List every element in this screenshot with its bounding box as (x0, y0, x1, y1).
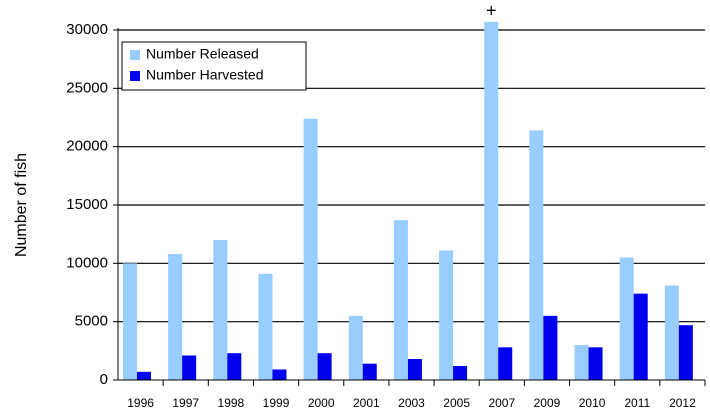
bar (678, 325, 693, 380)
y-axis-label: Number of fish (13, 153, 30, 257)
bar (574, 345, 589, 380)
bar (213, 240, 228, 380)
y-tick-label: 10000 (66, 254, 108, 271)
bar (227, 353, 242, 380)
bar (484, 21, 499, 380)
bar (407, 359, 422, 380)
bar (529, 130, 544, 380)
y-tick-label: 30000 (66, 21, 108, 38)
y-tick-label: 15000 (66, 196, 108, 213)
bar (588, 347, 603, 380)
x-tick-label: 2007 (488, 396, 515, 410)
bar (498, 347, 513, 380)
y-tick-label: 5000 (75, 313, 108, 330)
x-tick-label: 2010 (579, 396, 606, 410)
bar (317, 353, 332, 380)
bar (272, 369, 287, 380)
x-tick-label: 1996 (127, 396, 154, 410)
legend-label: Number Harvested (146, 67, 264, 83)
bar (619, 257, 634, 380)
legend-swatch (130, 50, 140, 60)
bar (393, 220, 408, 380)
x-tick-label: 2009 (534, 396, 561, 410)
bar (137, 371, 151, 380)
x-tick-label: 2012 (669, 396, 696, 410)
x-tick-label: 1997 (172, 396, 199, 410)
bar (303, 118, 318, 381)
bar (348, 315, 363, 380)
bar (182, 355, 197, 380)
legend-swatch (130, 71, 140, 81)
x-tick-label: 2011 (624, 396, 650, 410)
bar (168, 254, 183, 380)
annotation: + (486, 1, 497, 21)
bar (362, 363, 377, 380)
bar (258, 273, 273, 380)
y-tick-label: 0 (100, 371, 108, 388)
x-tick-label: 1998 (218, 396, 245, 410)
bar (664, 285, 679, 380)
bar (543, 315, 558, 380)
bar (439, 250, 454, 380)
y-tick-label: 25000 (66, 79, 108, 96)
bar (633, 293, 648, 380)
x-tick-label: 2001 (353, 396, 380, 410)
legend-label: Number Released (146, 46, 259, 62)
x-tick-label: 2003 (398, 396, 425, 410)
bar (453, 366, 468, 380)
x-tick-label: 2005 (443, 396, 470, 410)
y-tick-label: 20000 (66, 138, 108, 155)
bar (123, 263, 137, 380)
legend-box (121, 41, 307, 91)
x-tick-label: 2000 (308, 396, 335, 410)
x-tick-label: 1999 (263, 396, 290, 410)
